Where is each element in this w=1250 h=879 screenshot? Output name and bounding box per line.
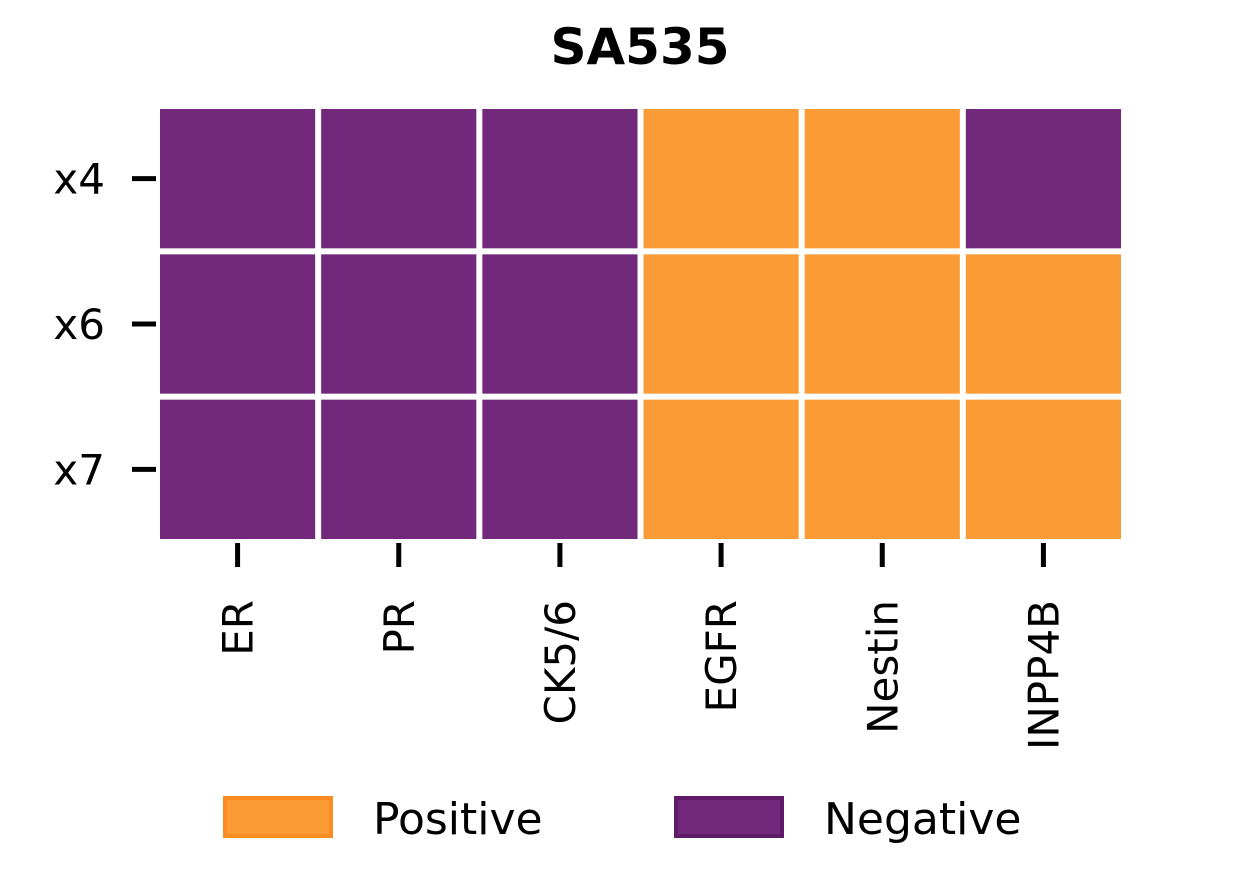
heatmap-cell-x7-pr bbox=[321, 399, 477, 539]
heatmap-cell-x7-er bbox=[160, 399, 316, 539]
heatmap-cell-x7-inpp4b bbox=[965, 399, 1121, 539]
x-tick-label-pr: PR bbox=[375, 600, 424, 655]
heatmap-cell-x7-ck5-6 bbox=[482, 399, 638, 539]
heatmap-cell-x7-egfr bbox=[643, 399, 799, 539]
heatmap-cell-x4-egfr bbox=[643, 109, 799, 249]
heatmap-cell-x4-ck5-6 bbox=[482, 109, 638, 249]
heatmap-cell-x6-pr bbox=[321, 254, 477, 394]
x-tick-label-er: ER bbox=[214, 600, 263, 656]
y-tick-label-x6: x6 bbox=[53, 300, 105, 349]
heatmap-cell-x7-nestin bbox=[804, 399, 960, 539]
heatmap-cell-x6-inpp4b bbox=[965, 254, 1121, 394]
y-tick-label-x4: x4 bbox=[53, 155, 105, 204]
heatmap-cell-x6-egfr bbox=[643, 254, 799, 394]
chart-title: SA535 bbox=[550, 18, 729, 76]
x-tick-label-nestin: Nestin bbox=[858, 600, 907, 734]
y-tick-label-x7: x7 bbox=[53, 445, 105, 494]
legend-swatch-positive bbox=[223, 796, 333, 838]
x-tick-label-inpp4b: INPP4B bbox=[1019, 600, 1068, 750]
y-axis: x4 x6 x7 bbox=[53, 155, 156, 494]
legend-label-negative: Negative bbox=[824, 794, 1021, 845]
x-axis: ER PR CK5/6 EGFR Nestin INPP4B bbox=[214, 543, 1068, 750]
legend: Positive Negative bbox=[223, 794, 1021, 845]
x-tick-label-ck5-6: CK5/6 bbox=[536, 600, 585, 724]
heatmap-cell-x4-inpp4b bbox=[965, 109, 1121, 249]
legend-swatch-negative bbox=[674, 796, 784, 838]
x-tick-label-egfr: EGFR bbox=[697, 600, 746, 712]
heatmap-cell-x4-nestin bbox=[804, 109, 960, 249]
heatmap-cell-x4-pr bbox=[321, 109, 477, 249]
heatmap-cell-x6-ck5-6 bbox=[482, 254, 638, 394]
heatmap-cell-x6-er bbox=[160, 254, 316, 394]
heatmap-cells bbox=[160, 109, 1121, 539]
legend-label-positive: Positive bbox=[373, 794, 543, 845]
heatmap-cell-x6-nestin bbox=[804, 254, 960, 394]
heatmap-cell-x4-er bbox=[160, 109, 316, 249]
